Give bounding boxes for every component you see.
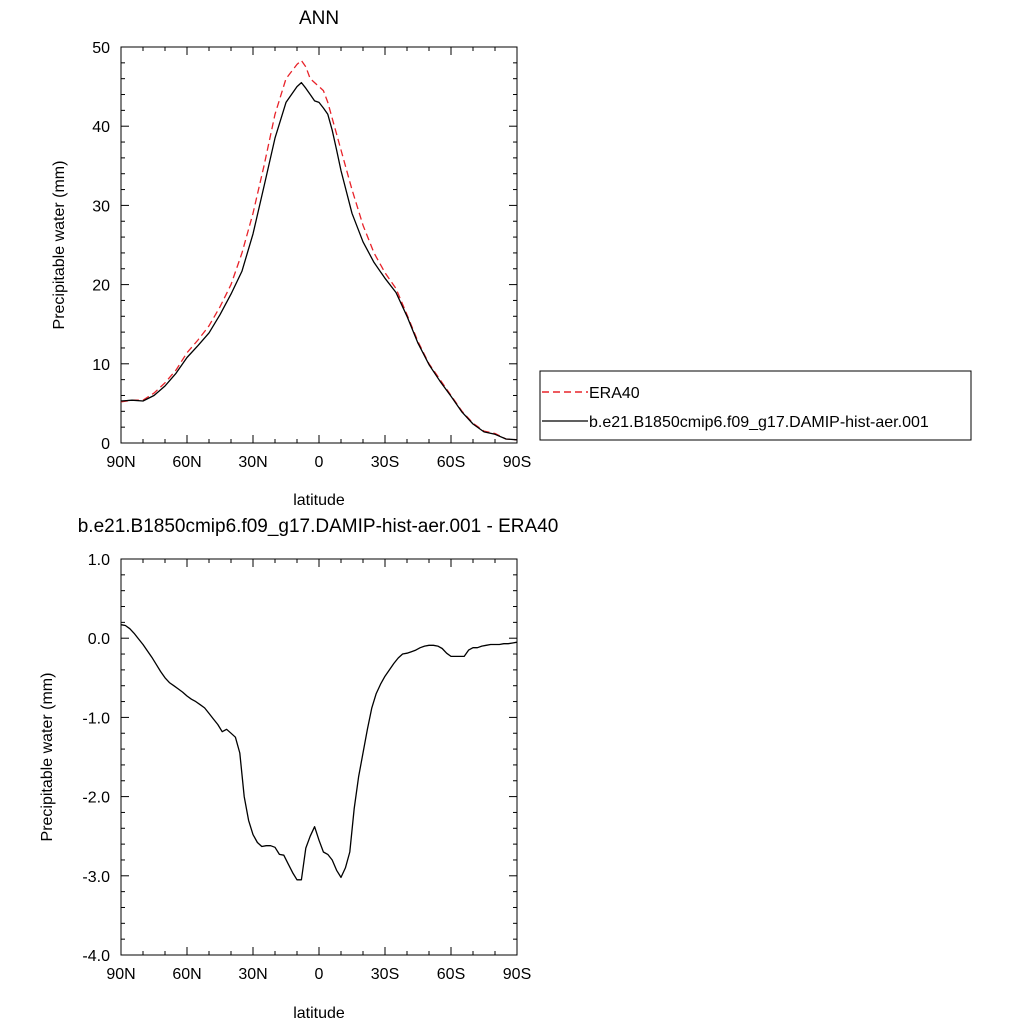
bottom-x-tick-label: 90N bbox=[106, 966, 135, 983]
top-x-tick-label: 90N bbox=[106, 454, 135, 471]
bottom-y-tick-label: -3.0 bbox=[82, 869, 110, 886]
top-x-tick-label: 90S bbox=[503, 454, 531, 471]
bottom-x-tick-label: 0 bbox=[315, 966, 324, 983]
top-x-tick-label: 60S bbox=[437, 454, 465, 471]
bottom-x-tick-label: 60N bbox=[172, 966, 201, 983]
top-y-tick-label: 20 bbox=[92, 278, 110, 295]
top-axis-ticks: 90N 60N 30N 0 30S 60S 90S 0 10 20 30 40 50 bbox=[92, 40, 531, 471]
bottom-y-tick-label: 1.0 bbox=[88, 552, 110, 569]
top-x-tick-label: 60N bbox=[172, 454, 201, 471]
bottom-x-axis-label: latitude bbox=[293, 1005, 345, 1022]
top-x-axis-label: latitude bbox=[293, 492, 345, 509]
top-y-tick-label: 40 bbox=[92, 119, 110, 136]
bottom-chart-title: b.e21.B1850cmip6.f09_g17.DAMIP-hist-aer.… bbox=[78, 516, 559, 537]
bottom-y-tick-label: -1.0 bbox=[82, 710, 110, 727]
top-y-tick-label: 10 bbox=[92, 357, 110, 374]
bottom-series-line-1 bbox=[120, 624, 518, 881]
top-series-line-1 bbox=[120, 59, 518, 441]
bottom-series-group bbox=[120, 624, 518, 881]
bottom-x-tick-label: 30N bbox=[238, 966, 267, 983]
legend-era40-label: ERA40 bbox=[589, 385, 640, 402]
top-y-tick-label: 0 bbox=[101, 436, 110, 453]
bottom-y-axis-label: Precipitable water (mm) bbox=[39, 673, 56, 842]
bottom-x-tick-label: 60S bbox=[437, 966, 465, 983]
top-plot-frame bbox=[120, 46, 518, 444]
top-x-tick-label: 0 bbox=[315, 454, 324, 471]
top-panel: ANN 90N 60N 30N 0 30S 60S 90S 0 10 20 30 40 50 latit… bbox=[51, 8, 531, 509]
bottom-plot-frame bbox=[120, 558, 518, 956]
top-x-tick-label: 30S bbox=[371, 454, 399, 471]
legend-box bbox=[539, 370, 972, 441]
top-y-tick-label: 50 bbox=[92, 40, 110, 57]
top-chart-title: ANN bbox=[299, 8, 339, 29]
bottom-axis-ticks: 90N 60N 30N 0 30S 60S 90S 1.0 0.0 -1.0 -2.0 -3.0 -4.… bbox=[82, 552, 531, 983]
bottom-x-tick-label: 90S bbox=[503, 966, 531, 983]
bottom-y-tick-label: 0.0 bbox=[88, 631, 110, 648]
bottom-panel: b.e21.B1850cmip6.f09_g17.DAMIP-hist-aer.… bbox=[39, 516, 558, 1022]
bottom-y-tick-label: -2.0 bbox=[82, 790, 110, 807]
bottom-x-tick-label: 30S bbox=[371, 966, 399, 983]
top-series-line-2 bbox=[120, 81, 518, 441]
legend: ERA40 b.e21.B1850cmip6.f09_g17.DAMIP-his… bbox=[539, 370, 972, 441]
top-series-group bbox=[120, 59, 518, 441]
top-y-axis-label: Precipitable water (mm) bbox=[51, 161, 68, 330]
top-x-tick-label: 30N bbox=[238, 454, 267, 471]
bottom-y-tick-label: -4.0 bbox=[82, 948, 110, 965]
top-y-tick-label: 30 bbox=[92, 198, 110, 215]
legend-model-label: b.e21.B1850cmip6.f09_g17.DAMIP-hist-aer.… bbox=[589, 414, 929, 431]
